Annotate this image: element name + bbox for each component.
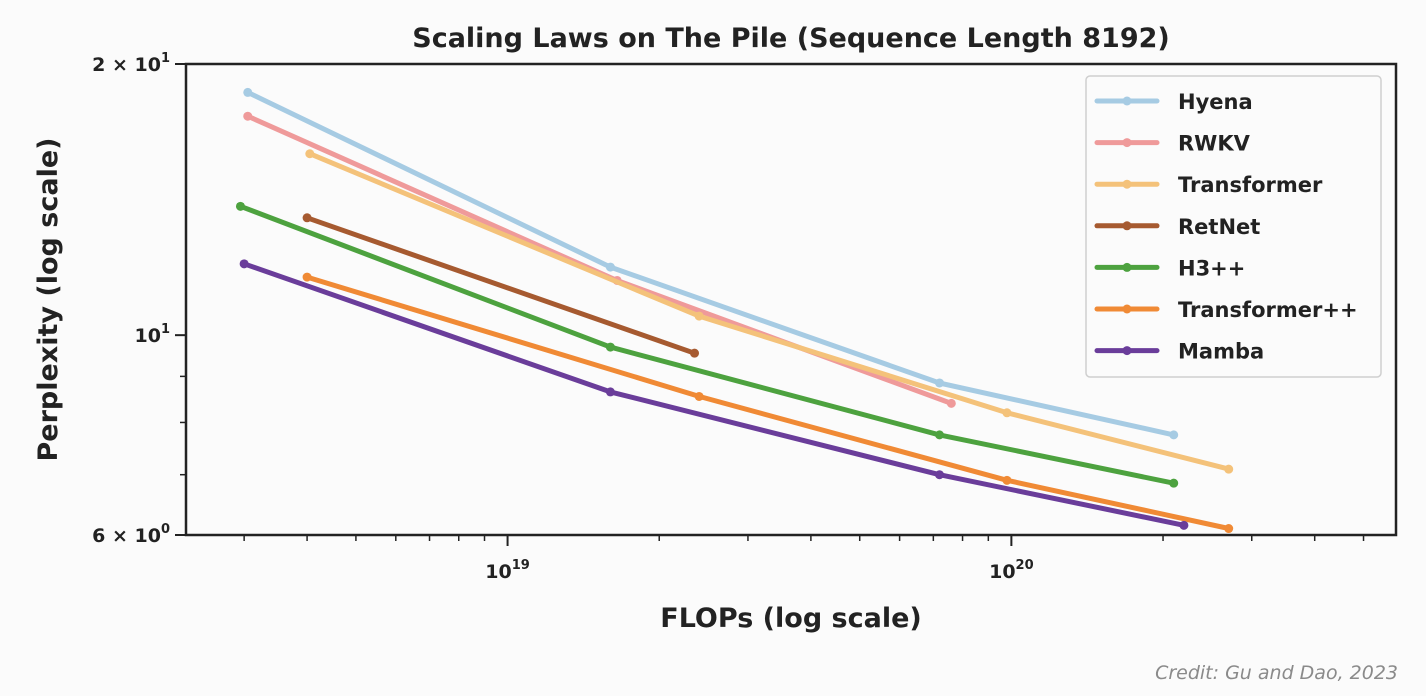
series-h3pp [235,201,1179,488]
y-tick-label: 6 × 100 [92,522,170,547]
data-point [946,398,956,408]
data-point [1224,464,1234,474]
data-point [690,348,700,358]
data-point [235,201,245,211]
series-line [307,151,1232,472]
legend-marker [1122,221,1132,231]
legend-label: Transformer++ [1178,298,1358,322]
legend-marker [1122,346,1132,356]
series-hyena [243,87,1179,440]
legend-item: Mamba [1094,340,1264,364]
legend-marker [1122,138,1132,148]
data-point [935,378,945,388]
chart-title: Scaling Laws on The Pile (Sequence Lengt… [412,23,1169,54]
data-point [305,149,315,159]
data-point [1002,408,1012,418]
y-tick-label: 101 [135,322,171,347]
series-line [245,89,1177,438]
legend-item: Hyena [1094,90,1253,114]
legend-label: RWKV [1178,132,1251,156]
x-tick-label: 1020 [989,558,1034,583]
data-point [1224,524,1234,534]
series-line [238,203,1177,486]
y-axis-label: Perplexity (log scale) [33,138,64,462]
data-point [1169,478,1179,488]
data-point [694,311,704,321]
legend-marker [1122,304,1132,314]
legend-box [1085,75,1382,378]
legend-label: RetNet [1178,215,1260,239]
data-point [935,470,945,480]
series-transformer [305,149,1234,474]
data-point [239,259,249,269]
data-point [935,430,945,440]
legend-label: Transformer [1178,173,1323,197]
series-line [241,261,1187,528]
legend-item: Transformer++ [1094,298,1358,322]
series-transformerpp [302,272,1234,534]
data-point [605,262,615,272]
data-point [605,387,615,397]
data-point [1002,475,1012,485]
data-point [302,272,312,282]
series-line [304,215,697,356]
credit-text: Credit: Gu and Dao, 2023 [1155,662,1398,684]
plot-frame [184,62,1398,537]
y-tick-label: 2 × 101 [92,51,170,76]
legend: Hyena RWKV Transformer RetNet H3++ Transforme… [1085,75,1382,378]
legend-item: H3++ [1094,256,1245,280]
legend-item: RetNet [1094,215,1260,239]
series-mamba [239,259,1189,530]
x-tick-label: 1019 [485,558,530,583]
legend-label: Hyena [1178,90,1253,114]
legend-label: Mamba [1178,340,1264,364]
data-point [1179,520,1189,530]
legend-label: H3++ [1178,256,1245,280]
data-point [1169,430,1179,440]
data-point [605,342,615,352]
legend-marker [1122,179,1132,189]
data-point [694,391,704,401]
x-axis-label: FLOPs (log scale) [660,603,922,634]
legend-item: RWKV [1094,132,1251,156]
data-point [302,213,312,223]
legend-marker [1122,262,1132,272]
series-retnet [302,213,700,358]
data-point [243,87,253,97]
legend-item: Transformer [1094,173,1323,197]
data-point [243,111,253,121]
series-line [304,274,1232,531]
legend-marker [1122,96,1132,106]
